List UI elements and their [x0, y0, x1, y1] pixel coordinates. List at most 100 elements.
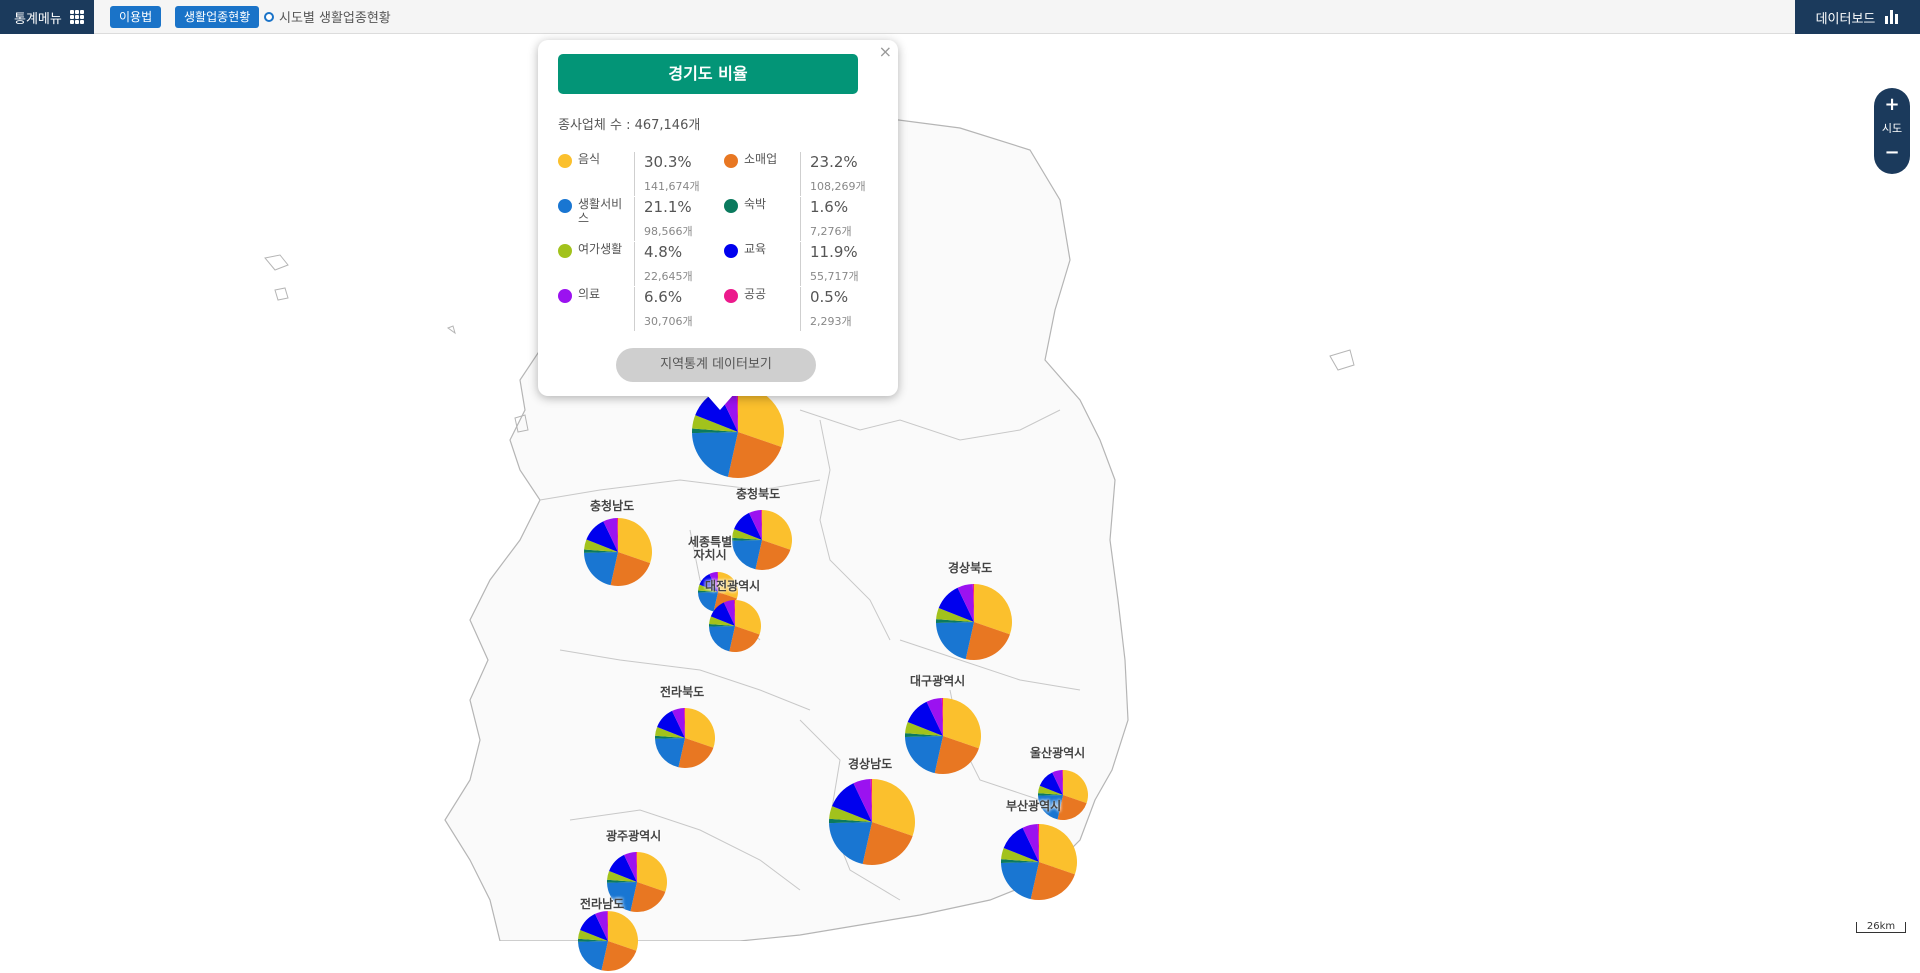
pie-slice — [709, 572, 718, 592]
region-label: 전라북도 — [660, 685, 705, 699]
pie-slice — [761, 510, 762, 540]
pie-slice — [957, 584, 974, 622]
pie-slice — [736, 386, 738, 432]
stat-percent: 23.2% — [810, 153, 858, 171]
map-canvas[interactable]: 충청남도 충청북도 세종특별 자치시 대전광역시 경상북도 전라북도 대구광역시 울산광역시 경… — [0, 34, 1920, 971]
pie-slice — [1038, 793, 1063, 796]
zoom-in-button[interactable]: + — [1884, 94, 1900, 115]
stat-percent: 30.3% — [644, 153, 692, 171]
pie-slice — [584, 552, 618, 586]
pie-slice — [829, 806, 872, 822]
pie-slice — [692, 432, 738, 477]
stat-count: 141,674개 — [644, 180, 700, 193]
pie-slice — [709, 616, 735, 626]
pie-slice — [692, 415, 738, 432]
pie-slice — [616, 518, 618, 552]
top-bar: 통계메뉴 이용법 생활업종현황 시도별 생활업종현황 데이터보드 — [0, 0, 1920, 34]
regional-data-button[interactable]: 지역통계 데이터보기 — [616, 348, 816, 382]
stat-label: 음식 — [578, 152, 601, 166]
stat-item: 음식 30.3% 141,674개 — [558, 152, 718, 196]
pie-slice — [936, 608, 974, 622]
pie-slice — [1039, 772, 1063, 795]
legend-dot-icon — [724, 199, 738, 213]
stat-percent: 0.5% — [810, 288, 849, 306]
stat-percent: 21.1% — [644, 198, 692, 216]
region-pie-chart[interactable] — [707, 598, 763, 654]
region-label: 경상남도 — [848, 757, 893, 771]
region-label: 세종특별 자치시 — [688, 535, 733, 562]
region-pie-chart[interactable] — [999, 822, 1079, 902]
region-pie-chart[interactable] — [903, 696, 983, 776]
region-label: 광주광역시 — [606, 829, 662, 843]
pie-slice — [618, 518, 652, 564]
pie-slice — [926, 698, 943, 736]
region-pie-chart[interactable] — [730, 508, 794, 572]
pie-slice — [1062, 770, 1063, 795]
pie-slice — [734, 600, 735, 626]
pie-slice — [1057, 795, 1087, 820]
close-icon[interactable]: × — [878, 42, 892, 61]
legend-dot-icon — [724, 289, 738, 303]
legend-dot-icon — [724, 244, 738, 258]
pie-slice — [685, 708, 715, 748]
pie-slice — [1052, 770, 1063, 795]
region-label: 울산광역시 — [1030, 746, 1086, 760]
theme-button[interactable]: 생활업종현황 — [175, 6, 260, 28]
pie-slice — [755, 540, 791, 570]
pie-slice — [943, 698, 981, 749]
pie-slice — [1037, 824, 1039, 862]
pie-slice — [630, 882, 666, 912]
pie-slice — [698, 584, 718, 592]
stat-item: 의료 6.6% 30,706개 — [558, 287, 718, 331]
pie-slice — [580, 913, 608, 941]
pie-slice — [636, 852, 637, 882]
pie-slice — [907, 701, 943, 736]
breadcrumb-bullet-icon — [264, 11, 274, 22]
region-pie-chart[interactable] — [827, 777, 917, 867]
region-pie-chart[interactable] — [934, 582, 1014, 662]
popup-pointer — [706, 394, 734, 410]
dashboard-label: 데이터보드 — [1815, 11, 1876, 27]
dashboard-button[interactable]: 데이터보드 — [1795, 0, 1920, 34]
pie-slice — [829, 818, 872, 824]
grid-menu-icon — [69, 10, 84, 24]
scale-bar: 26km — [1856, 922, 1906, 933]
pie-slice — [1038, 785, 1063, 795]
pie-slice — [637, 852, 667, 892]
stat-divider — [634, 242, 635, 286]
pie-slice — [655, 726, 685, 738]
pie-slice — [607, 870, 637, 882]
zoom-out-button[interactable]: − — [1884, 142, 1900, 163]
pie-slice — [735, 600, 761, 635]
howto-button[interactable]: 이용법 — [110, 6, 162, 28]
region-label: 경상북도 — [948, 561, 993, 575]
stat-count: 2,293개 — [810, 315, 852, 328]
gyeonggi-pie-chart[interactable] — [690, 384, 786, 480]
region-label: 충청남도 — [590, 499, 635, 513]
stat-count: 22,645개 — [644, 270, 693, 283]
pie-slice — [732, 528, 762, 540]
pie-slice — [1001, 848, 1039, 862]
stat-divider — [800, 197, 801, 241]
pie-slice — [905, 722, 943, 736]
pie-slice — [1039, 824, 1077, 875]
stat-divider — [800, 242, 801, 286]
region-pie-chart[interactable] — [605, 850, 669, 914]
stat-label: 생활서비스 — [578, 197, 623, 225]
pie-slice — [692, 428, 738, 434]
region-pie-chart[interactable] — [1036, 768, 1090, 822]
region-pie-chart[interactable] — [653, 706, 717, 770]
stat-percent: 11.9% — [810, 243, 858, 261]
region-pie-chart[interactable] — [582, 516, 654, 588]
legend-dot-icon — [558, 244, 572, 258]
pie-slice — [717, 572, 718, 592]
pie-slice — [941, 698, 943, 736]
stat-label: 소매업 — [744, 152, 778, 166]
pie-slice — [727, 432, 782, 478]
stats-menu-button[interactable]: 통계메뉴 — [0, 0, 94, 34]
pie-slice — [1001, 862, 1039, 900]
pie-slice — [584, 539, 618, 552]
pie-slice — [936, 622, 974, 660]
pie-slice — [578, 929, 608, 941]
region-pie-chart[interactable] — [576, 909, 640, 973]
